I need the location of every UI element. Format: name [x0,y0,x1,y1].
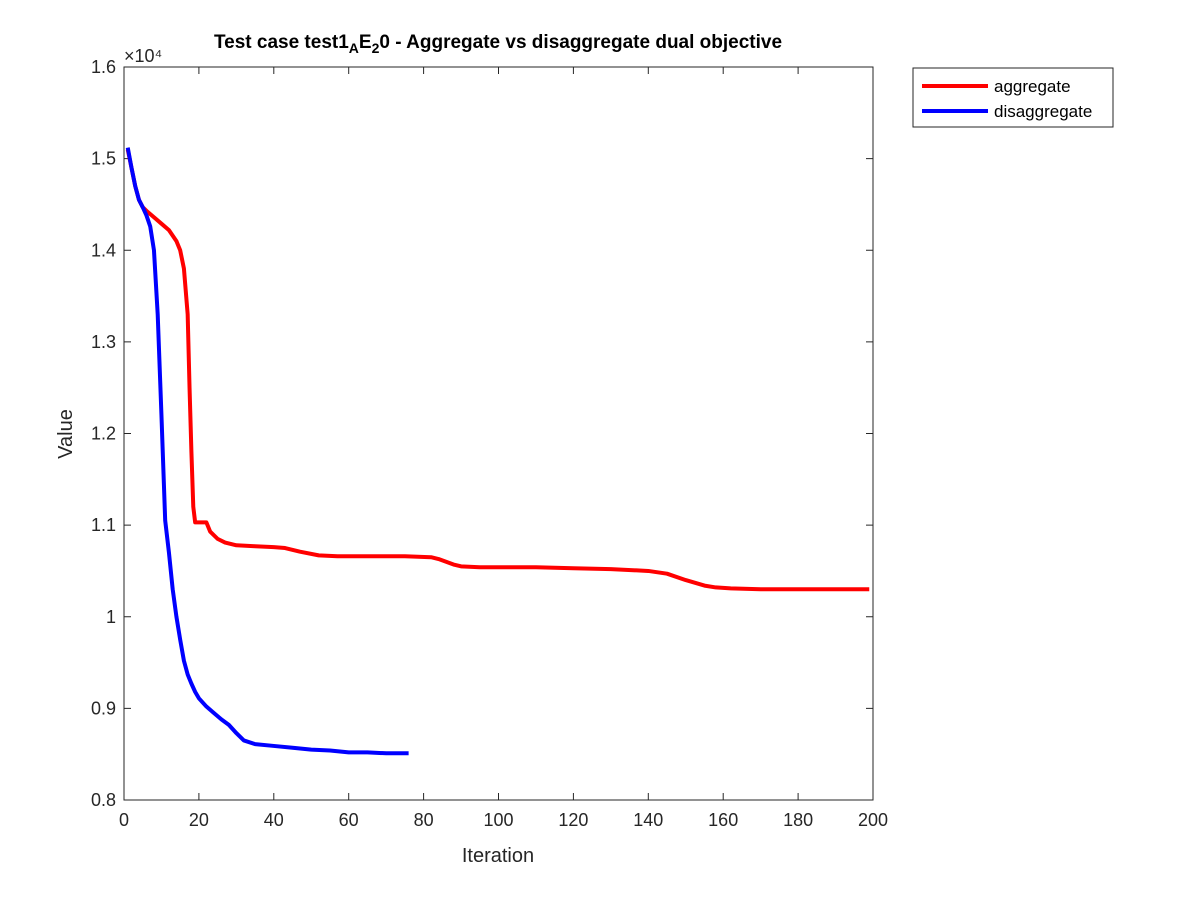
y-tick-label: 1.1 [91,515,116,535]
y-tick-label: 1.2 [91,424,116,444]
legend-label-aggregate: aggregate [994,77,1071,96]
x-tick-label: 0 [119,810,129,830]
y-tick-label: 1.5 [91,149,116,169]
plot-area [123,66,874,801]
x-tick-label: 100 [483,810,513,830]
y-tick-label: 1.6 [91,57,116,77]
title-subscript-2: 2 [372,40,380,56]
y-tick-label: 1.3 [91,332,116,352]
legend: aggregate disaggregate [912,67,1114,128]
y-tick-labels: 0.8 0.9 1 1.1 1.2 1.3 1.4 1.5 1.6 [91,57,116,810]
y-tick-label: 1.4 [91,240,116,260]
series-line-aggregate [125,149,870,592]
legend-box [912,67,1114,128]
x-axis-label: Iteration [462,845,534,867]
legend-label-disaggregate: disaggregate [994,102,1092,121]
title-part-b: E [359,32,372,53]
x-tick-label: 40 [264,810,284,830]
x-tick-label: 120 [558,810,588,830]
x-tick-label: 200 [858,810,888,830]
y-tick-label: 1 [106,607,116,627]
x-tick-label: 60 [339,810,359,830]
y-axis-label: Value [55,409,77,459]
x-tick-labels: 0 20 40 60 80 100 120 140 160 180 200 [119,810,888,830]
y-tick-label: 0.9 [91,698,116,718]
x-tick-label: 180 [783,810,813,830]
x-tick-label: 140 [633,810,663,830]
title-part-c: 0 - Aggregate vs disaggregate dual objec… [379,32,782,53]
y-tick-label: 0.8 [91,790,116,810]
title-subscript-a: A [349,40,359,56]
x-tick-label: 160 [708,810,738,830]
series-line-disaggregate [125,147,409,756]
series-layer [125,147,870,756]
y-exponent-label: ×10⁴ [124,46,162,66]
chart-title: Test case test1AE20 - Aggregate vs disag… [214,32,782,56]
x-tick-label: 20 [189,810,209,830]
title-part-a: Test case test1 [214,32,349,53]
axis-ticks [123,66,874,801]
x-tick-label: 80 [414,810,434,830]
